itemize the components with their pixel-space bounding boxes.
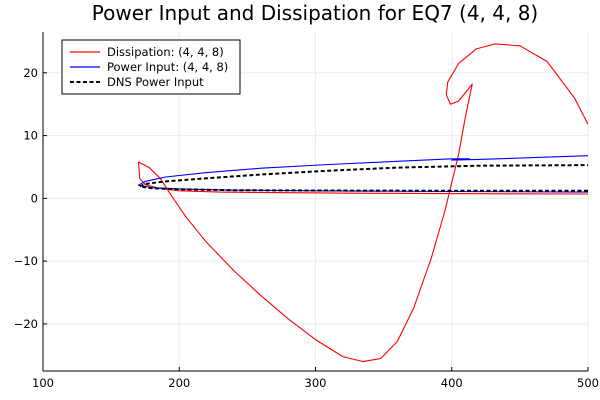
chart-title: Power Input and Dissipation for EQ7 (4, … — [92, 1, 538, 25]
y-tick-label: −10 — [14, 254, 38, 268]
x-tick-label: 300 — [305, 376, 327, 390]
series-line-1 — [137, 43, 589, 363]
series-layer — [137, 43, 589, 363]
legend-label-2: Power Input: (4, 4, 8) — [107, 60, 228, 74]
x-tick-label: 500 — [577, 376, 599, 390]
x-tick-label: 400 — [441, 376, 463, 390]
y-tick-label: −20 — [14, 317, 38, 331]
legend: Dissipation: (4, 4, 8)Power Input: (4, 4… — [61, 39, 241, 95]
y-tick-label: 0 — [31, 191, 38, 205]
series-line-3 — [138, 164, 589, 192]
x-tick-label: 200 — [168, 376, 190, 390]
series-line-2 — [137, 155, 589, 193]
legend-label-3: DNS Power Input — [107, 75, 204, 89]
x-tick-label: 100 — [32, 376, 54, 390]
y-tick-label: 10 — [23, 129, 38, 143]
axes: 100 200 300 400 500 −20 −10 0 10 20 — [14, 32, 599, 390]
y-tick-label: 20 — [23, 66, 38, 80]
legend-label-1: Dissipation: (4, 4, 8) — [107, 45, 224, 59]
